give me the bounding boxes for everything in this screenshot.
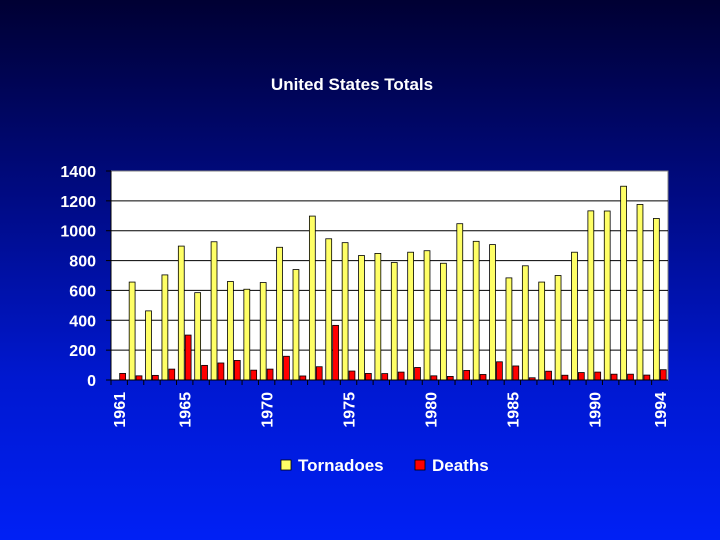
bar-deaths-1978 bbox=[397, 371, 405, 381]
bar-tornadoes-1971 bbox=[276, 246, 283, 381]
bar-deaths-1990 bbox=[594, 371, 602, 381]
bar-deaths-1970 bbox=[266, 368, 274, 381]
bar-tornadoes-1985 bbox=[505, 277, 513, 381]
bar-deaths-1985 bbox=[512, 365, 520, 381]
bar-tornadoes-1988 bbox=[554, 275, 562, 381]
legend-label-deaths: Deaths bbox=[432, 456, 489, 475]
x-tick-label: 1985 bbox=[505, 392, 522, 428]
y-tick-label: 0 bbox=[87, 373, 96, 390]
bar-deaths-1992 bbox=[627, 373, 634, 381]
bar-tornadoes-1979 bbox=[407, 251, 414, 381]
bar-tornadoes-1992 bbox=[620, 185, 627, 381]
legend: Tornadoes Deaths bbox=[280, 456, 489, 475]
bar-tornadoes-1994 bbox=[653, 218, 660, 381]
bar-deaths-1964 bbox=[168, 368, 176, 381]
x-tick-label: 1965 bbox=[178, 392, 195, 428]
bar-tornadoes-1975 bbox=[341, 242, 349, 381]
bar-deaths-1980 bbox=[430, 375, 438, 381]
bar-tornadoes-1964 bbox=[161, 274, 169, 381]
bar-deaths-1963 bbox=[152, 374, 159, 381]
legend-swatch-tornadoes bbox=[280, 459, 292, 471]
bar-tornadoes-1963 bbox=[145, 310, 152, 381]
bar-deaths-1973 bbox=[315, 366, 323, 381]
y-tick-label: 800 bbox=[69, 254, 96, 271]
bar-deaths-1977 bbox=[381, 373, 389, 381]
bar-tornadoes-1974 bbox=[325, 238, 333, 381]
bar-tornadoes-1973 bbox=[308, 215, 316, 381]
y-tick-label: 1000 bbox=[60, 224, 96, 241]
bar-tornadoes-1980 bbox=[423, 250, 431, 381]
x-axis: 1961 1965 1970 1975 1980 1985 1990 1994 bbox=[110, 379, 670, 428]
y-tick-label: 1200 bbox=[60, 194, 96, 211]
bar-tornadoes-1987 bbox=[538, 281, 546, 381]
bar-deaths-1994 bbox=[659, 369, 667, 381]
x-tick-label: 1980 bbox=[423, 392, 440, 428]
bar-tornadoes-1984 bbox=[489, 244, 496, 381]
bar-deaths-1976 bbox=[365, 373, 372, 381]
bar-tornadoes-1970 bbox=[259, 282, 267, 381]
legend-label-tornadoes: Tornadoes bbox=[298, 456, 384, 475]
x-tick-label: 1975 bbox=[342, 392, 359, 428]
bar-tornadoes-1962 bbox=[128, 281, 136, 381]
bar-deaths-1974 bbox=[332, 324, 339, 381]
bar-tornadoes-1969 bbox=[243, 288, 251, 381]
bar-tornadoes-1966 bbox=[194, 292, 202, 381]
bar-deaths-1988 bbox=[561, 374, 569, 381]
bar-deaths-1961 bbox=[119, 373, 126, 381]
y-tick-label: 600 bbox=[69, 283, 96, 300]
bar-tornadoes-1982 bbox=[456, 223, 464, 381]
bar-deaths-1972 bbox=[299, 375, 307, 381]
bar-tornadoes-1990 bbox=[587, 210, 595, 381]
legend-swatch-deaths bbox=[414, 459, 426, 471]
bar-deaths-1991 bbox=[610, 373, 618, 381]
bar-deaths-1979 bbox=[414, 367, 421, 381]
bar-tornadoes-1967 bbox=[210, 241, 218, 381]
bar-deaths-1983 bbox=[479, 374, 487, 381]
bar-deaths-1981 bbox=[446, 376, 454, 381]
y-tick-label: 200 bbox=[69, 343, 96, 360]
y-tick-label: 400 bbox=[69, 313, 96, 330]
x-tick-label: 1961 bbox=[112, 392, 129, 428]
bar-deaths-1965 bbox=[184, 334, 192, 381]
bar-deaths-1975 bbox=[348, 370, 356, 381]
bar-deaths-1968 bbox=[233, 360, 241, 381]
x-tick-label: 1990 bbox=[587, 392, 604, 428]
bar-tornadoes-1993 bbox=[636, 204, 644, 381]
bar-deaths-1993 bbox=[643, 374, 651, 381]
chart-title: United States Totals bbox=[271, 75, 433, 94]
bar-tornadoes-1972 bbox=[292, 269, 300, 381]
bar-tornadoes-1989 bbox=[571, 251, 578, 381]
y-axis: 0 200 400 600 800 1000 1200 1400 bbox=[60, 164, 112, 390]
x-tick-label: 1970 bbox=[260, 392, 277, 428]
x-tick-label: 1994 bbox=[653, 392, 670, 428]
bar-tornadoes-1983 bbox=[472, 240, 480, 381]
bar-tornadoes-1965 bbox=[177, 245, 185, 381]
bar-tornadoes-1976 bbox=[358, 255, 365, 381]
bar-deaths-1966 bbox=[201, 364, 208, 381]
bar-tornadoes-1978 bbox=[390, 262, 398, 381]
bar-deaths-1962 bbox=[135, 375, 143, 381]
bar-deaths-1969 bbox=[250, 369, 258, 381]
bar-tornadoes-1981 bbox=[440, 262, 447, 381]
y-tick-label: 1400 bbox=[60, 164, 96, 181]
bars bbox=[119, 185, 667, 381]
bar-deaths-1987 bbox=[545, 370, 552, 381]
bar-deaths-1971 bbox=[283, 355, 290, 381]
bar-deaths-1967 bbox=[217, 362, 225, 381]
bar-tornadoes-1968 bbox=[227, 281, 234, 381]
bar-tornadoes-1991 bbox=[603, 210, 611, 381]
bar-tornadoes-1986 bbox=[521, 265, 529, 381]
bar-tornadoes-1977 bbox=[374, 253, 382, 381]
bar-deaths-1982 bbox=[463, 370, 471, 381]
bar-deaths-1989 bbox=[577, 372, 585, 381]
bar-deaths-1984 bbox=[496, 361, 503, 381]
